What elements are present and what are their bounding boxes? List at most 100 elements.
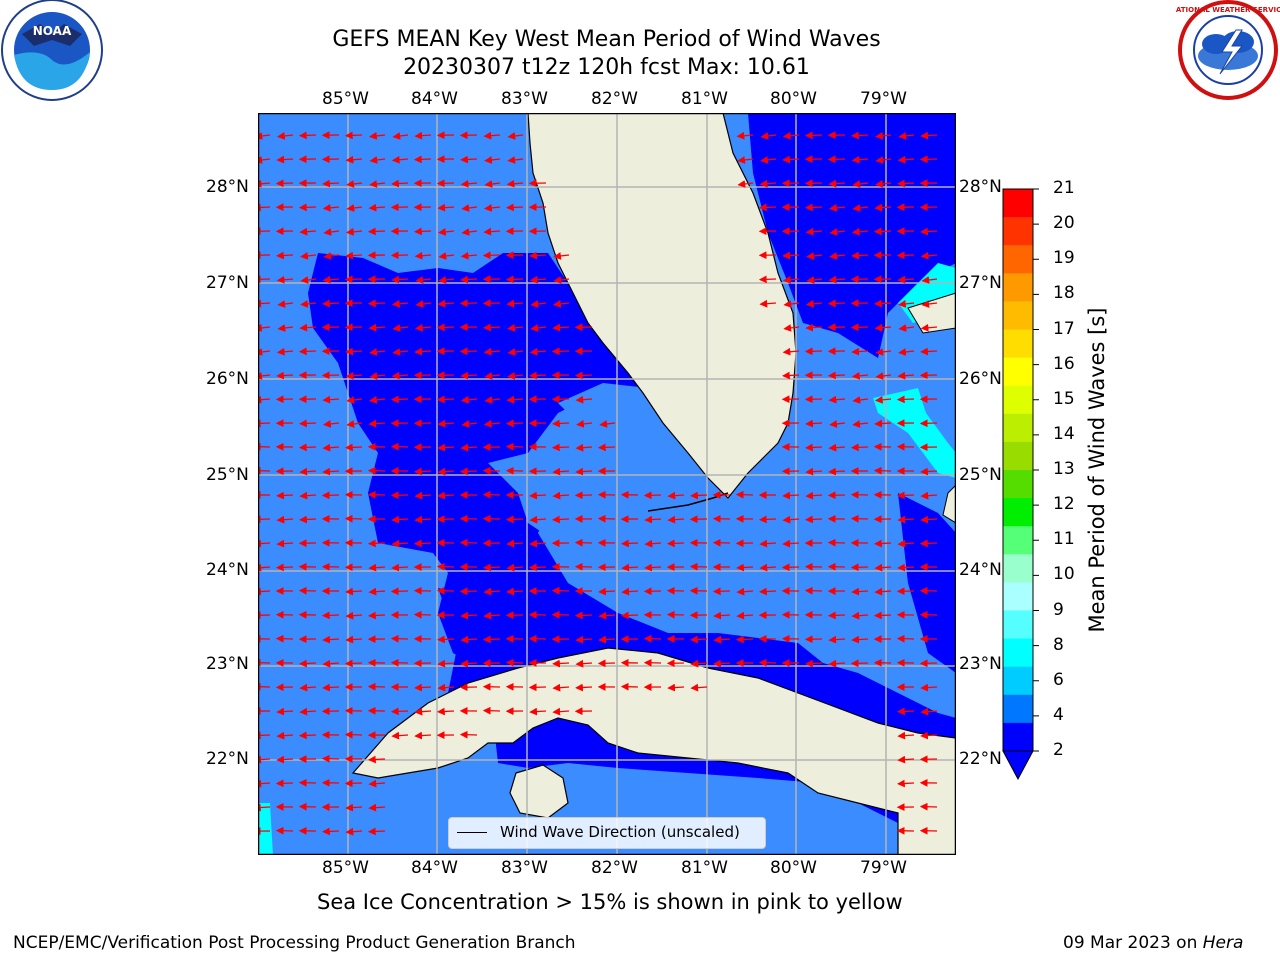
wind-vector-arrow bbox=[276, 539, 294, 548]
lat-tick-left-27n: 27°N bbox=[206, 273, 249, 293]
wind-vector-arrow bbox=[920, 707, 938, 716]
wind-vector-arrow bbox=[551, 347, 570, 356]
wind-vector-arrow bbox=[850, 323, 869, 332]
wind-vector-arrow bbox=[437, 299, 455, 308]
wind-vector-arrow bbox=[828, 443, 846, 452]
wind-vector-arrow bbox=[461, 204, 478, 212]
wind-vector-arrow bbox=[413, 610, 432, 619]
wind-vector-arrow bbox=[321, 491, 340, 500]
wind-vector-arrow bbox=[344, 779, 363, 788]
wind-vector-arrow bbox=[666, 539, 685, 548]
wind-vector-arrow bbox=[277, 300, 294, 308]
wind-vector-arrow bbox=[921, 300, 938, 308]
wind-vector-arrow bbox=[804, 347, 823, 356]
wind-vector-arrow bbox=[299, 467, 317, 476]
wind-vector-arrow bbox=[552, 323, 570, 332]
wind-vector-arrow bbox=[575, 659, 593, 668]
legend-label: Wind Wave Direction (unscaled) bbox=[500, 823, 740, 841]
wind-vector-arrow bbox=[298, 131, 317, 140]
wind-vector-arrow bbox=[392, 348, 409, 356]
wind-vector-arrow bbox=[415, 300, 432, 308]
colorbar-segment bbox=[1003, 413, 1033, 443]
wind-vector-arrow bbox=[920, 323, 938, 332]
wind-vector-arrow bbox=[507, 348, 524, 356]
wind-vector-arrow bbox=[321, 754, 340, 763]
wind-vector-arrow bbox=[258, 755, 271, 764]
wind-vector-arrow bbox=[506, 203, 524, 212]
wind-vector-arrow bbox=[598, 635, 616, 644]
wind-vector-arrow bbox=[529, 371, 547, 380]
wind-vector-arrow bbox=[392, 324, 409, 332]
wind-vector-arrow bbox=[528, 683, 547, 692]
wind-vector-arrow bbox=[298, 203, 317, 212]
wind-vector-arrow bbox=[258, 731, 271, 740]
wind-vector-arrow bbox=[782, 371, 800, 380]
wind-vector-arrow bbox=[482, 706, 501, 715]
wind-vector-arrow bbox=[529, 491, 547, 500]
wind-vector-arrow bbox=[599, 420, 616, 428]
wind-vector-arrow bbox=[898, 132, 915, 140]
wind-vector-arrow bbox=[506, 179, 524, 188]
wind-vector-arrow bbox=[459, 587, 478, 596]
wind-vector-arrow bbox=[551, 586, 570, 595]
wind-vector-arrow bbox=[460, 275, 478, 284]
wind-vector-arrow bbox=[368, 587, 386, 596]
wind-vector-arrow bbox=[275, 634, 294, 643]
eastern-deep-strip bbox=[898, 493, 956, 673]
wind-vector-arrow bbox=[737, 156, 754, 164]
wind-vector-arrow bbox=[735, 490, 754, 499]
wind-vector-arrow bbox=[873, 227, 892, 236]
wind-vector-arrow bbox=[277, 324, 294, 332]
colorbar-segment bbox=[1003, 357, 1033, 387]
wind-vector-arrow bbox=[436, 562, 455, 571]
noaa-logo: NOAA bbox=[1, 0, 103, 101]
colorbar-tick-label: 11 bbox=[1053, 529, 1075, 550]
wind-vector-arrow bbox=[667, 683, 685, 692]
lon-tick-bottom-83w: 83°W bbox=[501, 858, 548, 878]
florida-land bbox=[527, 113, 797, 499]
wind-vector-arrow bbox=[874, 587, 892, 596]
lon-tick-top-81w: 81°W bbox=[681, 89, 728, 109]
wind-vector-arrow bbox=[919, 539, 938, 548]
wind-vector-arrow bbox=[805, 515, 823, 524]
wind-vector-arrow bbox=[920, 515, 938, 524]
wind-vector-arrow bbox=[368, 611, 386, 620]
wind-vector-arrow bbox=[323, 252, 340, 260]
wind-vector-arrow bbox=[874, 419, 892, 428]
wind-vector-arrow bbox=[713, 635, 731, 644]
wind-vector-arrow bbox=[437, 419, 455, 428]
wind-vector-arrow bbox=[391, 563, 409, 572]
colorbar-segment bbox=[1003, 189, 1033, 218]
wind-vector-arrow bbox=[689, 562, 708, 571]
wind-vector-arrow bbox=[414, 227, 432, 236]
wind-vector-arrow bbox=[258, 803, 271, 812]
wind-vector-arrow bbox=[806, 276, 823, 284]
wind-vector-arrow bbox=[529, 251, 547, 260]
wind-vector-arrow bbox=[346, 396, 363, 404]
wind-vector-arrow bbox=[459, 467, 478, 476]
noaa-logo-text: NOAA bbox=[33, 24, 72, 38]
wind-vector-arrow bbox=[346, 204, 363, 212]
lon-tick-bottom-82w: 82°W bbox=[591, 858, 638, 878]
wind-vector-arrow bbox=[369, 180, 386, 188]
wind-vector-arrow bbox=[829, 420, 846, 428]
wind-vector-arrow bbox=[460, 251, 478, 260]
wind-vector-arrow bbox=[414, 251, 432, 260]
wind-vector-arrow bbox=[551, 443, 570, 452]
wind-vector-arrow bbox=[919, 802, 938, 811]
wind-vector-arrow bbox=[896, 634, 915, 643]
wind-vector-arrow bbox=[851, 371, 869, 380]
gulf-shelf-lighter-patch bbox=[488, 393, 728, 553]
wind-vector-arrow bbox=[298, 586, 317, 595]
wind-vector-arrow bbox=[300, 252, 317, 260]
wind-vector-arrow bbox=[875, 372, 892, 380]
bahamas-light-patch bbox=[873, 388, 956, 478]
wind-vector-arrow bbox=[322, 299, 340, 308]
wind-vector-arrow bbox=[436, 179, 455, 188]
wind-vector-arrow bbox=[414, 515, 432, 524]
wind-vector-arrow bbox=[483, 587, 501, 596]
wind-vector-arrow bbox=[782, 491, 800, 500]
wind-vector-arrow bbox=[258, 779, 271, 788]
lon-tick-bottom-81w: 81°W bbox=[681, 858, 728, 878]
wind-vector-arrow bbox=[438, 252, 455, 260]
